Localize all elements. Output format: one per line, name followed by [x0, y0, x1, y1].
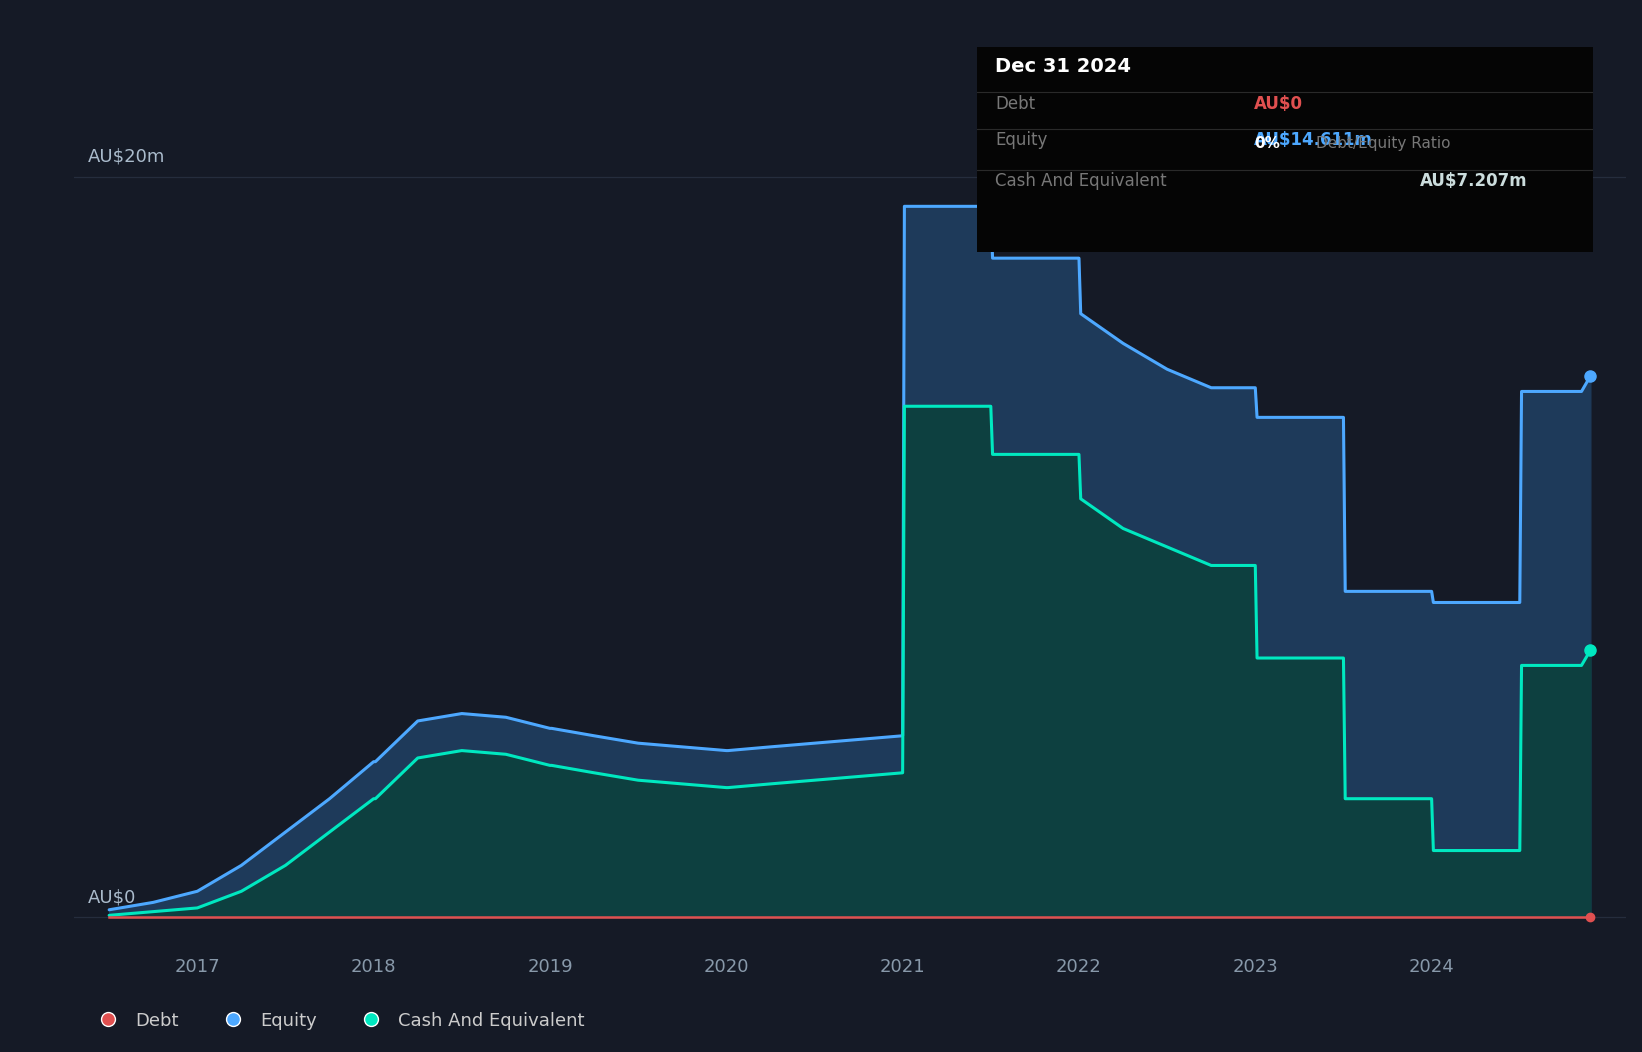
Text: AU$0: AU$0: [89, 888, 136, 906]
Text: AU$0: AU$0: [1254, 95, 1304, 113]
Text: Cash And Equivalent: Cash And Equivalent: [995, 173, 1167, 190]
Text: AU$7.207m: AU$7.207m: [1420, 173, 1529, 190]
Text: Dec 31 2024: Dec 31 2024: [995, 57, 1131, 76]
Text: Equity: Equity: [995, 132, 1048, 149]
Text: AU$20m: AU$20m: [89, 147, 166, 165]
Text: Debt/Equity Ratio: Debt/Equity Ratio: [1315, 136, 1450, 150]
Legend: Debt, Equity, Cash And Equivalent: Debt, Equity, Cash And Equivalent: [82, 1005, 591, 1037]
Text: 0%: 0%: [1254, 136, 1281, 150]
Text: AU$14.611m: AU$14.611m: [1254, 132, 1373, 149]
Text: Debt: Debt: [995, 95, 1036, 113]
